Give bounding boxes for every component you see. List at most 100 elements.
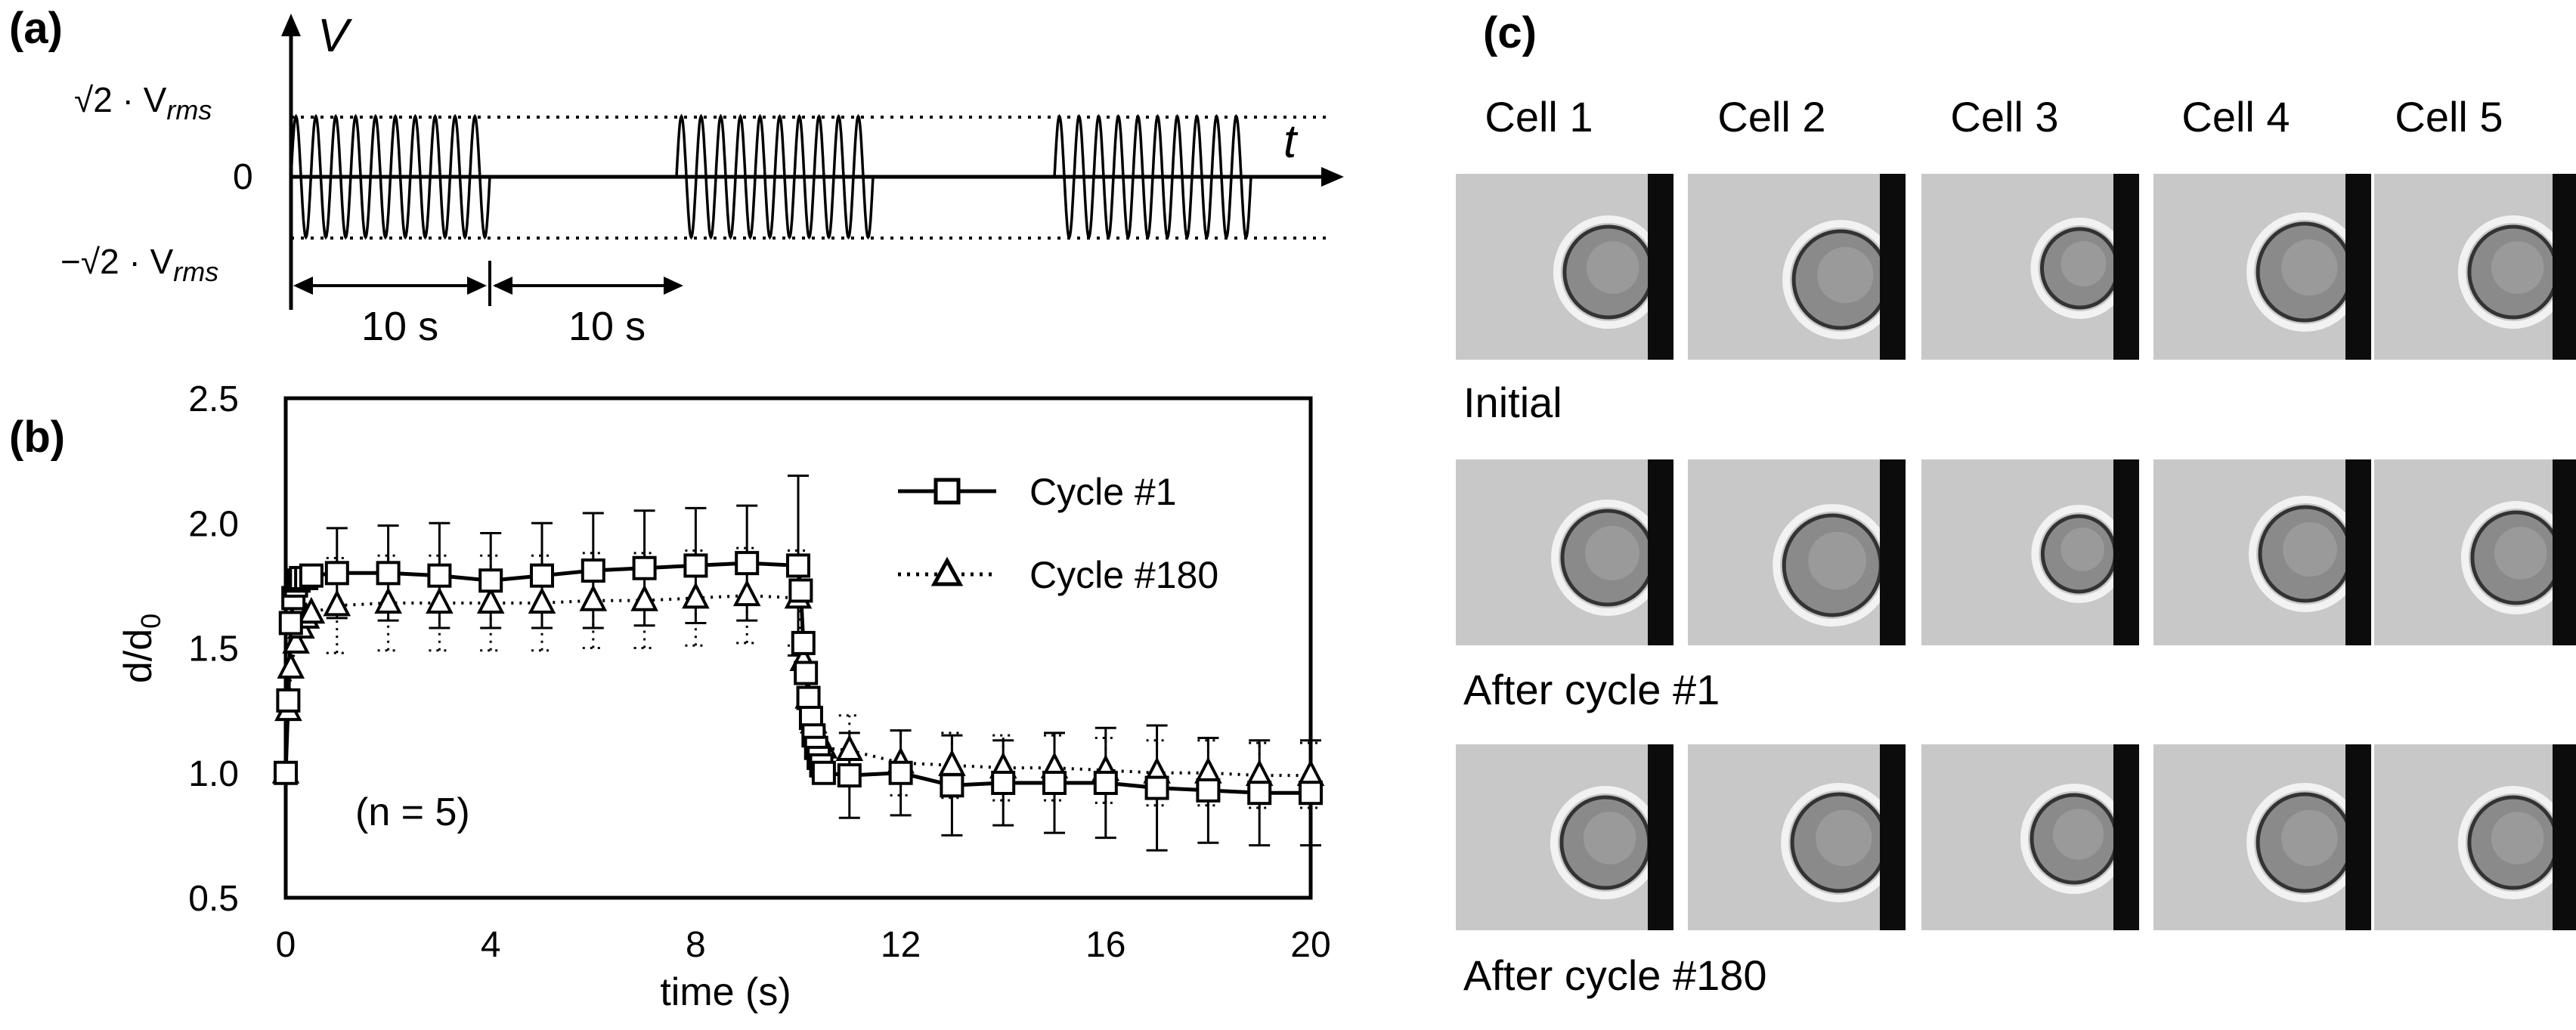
cell-nucleus bbox=[2060, 527, 2104, 571]
electrode-edge bbox=[1880, 174, 1906, 360]
data-point-cycle1 bbox=[1247, 781, 1272, 806]
data-point-cycle1 bbox=[276, 688, 301, 713]
data-point-cycle1 bbox=[940, 773, 964, 798]
data-point-cycle180 bbox=[297, 596, 326, 624]
row-label-initial: Initial bbox=[1463, 379, 1562, 426]
data-point-cycle1 bbox=[991, 770, 1016, 795]
data-point-cycle1 bbox=[794, 660, 819, 685]
cell-image bbox=[2153, 174, 2371, 360]
y-tick-label: 2.5 bbox=[188, 379, 239, 419]
series-group bbox=[271, 474, 1325, 852]
x-tick-label: 12 bbox=[881, 925, 921, 965]
data-point-cycle1 bbox=[278, 611, 303, 636]
data-point-cycle1 bbox=[1093, 770, 1118, 795]
cell-image bbox=[1688, 174, 1906, 360]
data-point-cycle180 bbox=[938, 749, 966, 776]
cell-title: Cell 4 bbox=[2181, 93, 2290, 141]
cell-nucleus bbox=[2494, 527, 2547, 580]
electrode-edge bbox=[1648, 744, 1673, 930]
span1-arrowhead-right bbox=[467, 277, 487, 295]
y-tick-label: 1.5 bbox=[188, 629, 239, 670]
span2-arrowhead-right bbox=[664, 277, 683, 295]
data-point-cycle1 bbox=[837, 763, 862, 788]
cell-image bbox=[2374, 744, 2576, 930]
legend-marker-square bbox=[933, 478, 961, 505]
cell-nucleus bbox=[2053, 809, 2104, 860]
data-point-cycle180 bbox=[323, 589, 351, 617]
span1-arrowhead-left bbox=[293, 277, 313, 295]
data-point-cycle1 bbox=[427, 563, 452, 588]
cell-nucleus bbox=[2281, 239, 2338, 296]
cell-nucleus bbox=[2491, 812, 2544, 865]
y-tick-labels: 0.5 1.0 1.5 2.0 2.5 bbox=[188, 379, 239, 919]
voltage-waveform-diagram: V t √2 · Vrms 0 −√2 · Vrms 10 s 10 s bbox=[60, 10, 1344, 349]
electrode-edge bbox=[1880, 744, 1906, 930]
cell-nucleus bbox=[2283, 522, 2337, 577]
x-tick-label: 0 bbox=[276, 925, 296, 965]
cell-image bbox=[2374, 459, 2576, 645]
data-point-cycle1 bbox=[683, 553, 708, 578]
data-point-cycle180 bbox=[630, 584, 658, 611]
data-point-cycle1 bbox=[299, 563, 324, 588]
cell-title: Cell 2 bbox=[1717, 93, 1826, 141]
cell-image bbox=[2153, 459, 2371, 645]
cell-image bbox=[1921, 459, 2139, 645]
x-tick-labels: 0 4 8 12 16 20 bbox=[276, 925, 1331, 965]
data-point-cycle1 bbox=[324, 561, 349, 586]
t-axis-arrow bbox=[1321, 167, 1344, 187]
data-point-cycle180 bbox=[682, 582, 710, 609]
cell-image bbox=[1456, 459, 1673, 645]
cell-nucleus bbox=[1585, 526, 1639, 580]
cell-nucleus bbox=[2060, 241, 2107, 286]
electrode-edge bbox=[2113, 459, 2139, 645]
data-point-cycle1 bbox=[796, 685, 821, 710]
cell-image bbox=[1456, 744, 1673, 930]
data-point-cycle1 bbox=[788, 578, 813, 603]
panel-label-b: (b) bbox=[9, 413, 66, 462]
y-axis-label: d/d0 bbox=[116, 614, 166, 683]
data-point-cycle1 bbox=[735, 551, 760, 576]
cell-image bbox=[1921, 744, 2139, 930]
data-point-cycle1 bbox=[811, 760, 836, 785]
vmax-label: √2 · Vrms bbox=[74, 80, 212, 125]
electrode-edge bbox=[2345, 459, 2371, 645]
data-point-cycle1 bbox=[1299, 781, 1323, 806]
x-tick-label: 4 bbox=[481, 925, 501, 965]
data-point-cycle1 bbox=[530, 563, 554, 588]
span2-label: 10 s bbox=[568, 304, 646, 349]
micrograph-grid: Cell 1 Cell 2 Cell 3 Cell 4 Cell 5 Initi… bbox=[1421, 0, 2576, 1030]
x-axis-label: time (s) bbox=[660, 970, 791, 1014]
data-point-cycle1 bbox=[1144, 775, 1169, 800]
t-axis-label: t bbox=[1283, 116, 1299, 168]
cell-nucleus bbox=[2491, 241, 2544, 294]
sample-size-annotation: (n = 5) bbox=[355, 790, 470, 834]
cell-nucleus bbox=[1583, 812, 1636, 865]
electrode-edge bbox=[2113, 744, 2139, 930]
v-axis-label: V bbox=[317, 10, 353, 62]
y-tick-label: 2.0 bbox=[188, 504, 239, 544]
cell-nucleus bbox=[2281, 809, 2338, 867]
cell-title: Cell 5 bbox=[2395, 93, 2503, 141]
data-point-cycle1 bbox=[376, 561, 401, 586]
span1-label: 10 s bbox=[361, 304, 438, 349]
cell-image bbox=[1688, 744, 1906, 930]
electrode-edge bbox=[2553, 459, 2576, 645]
row-label-cycle1: After cycle #1 bbox=[1463, 666, 1720, 713]
y-tick-label: 1.0 bbox=[188, 754, 239, 794]
cell-image bbox=[1456, 174, 1673, 360]
data-point-cycle1 bbox=[632, 555, 657, 580]
data-point-cycle180 bbox=[732, 579, 761, 607]
electrode-edge bbox=[2345, 174, 2371, 360]
panel-label-a: (a) bbox=[9, 4, 63, 53]
electrode-edge bbox=[1648, 459, 1673, 645]
data-point-cycle180 bbox=[282, 626, 310, 654]
data-point-cycle1 bbox=[478, 568, 503, 593]
data-point-cycle1 bbox=[786, 553, 810, 578]
cell-image bbox=[2153, 744, 2371, 930]
span2-arrowhead-left bbox=[493, 277, 512, 295]
cell-title: Cell 3 bbox=[1950, 93, 2059, 141]
cell-nucleus bbox=[1817, 246, 1874, 304]
cell-image bbox=[1688, 459, 1906, 645]
y-tick-label: 0.5 bbox=[188, 879, 239, 919]
v-axis-arrow bbox=[281, 14, 301, 36]
